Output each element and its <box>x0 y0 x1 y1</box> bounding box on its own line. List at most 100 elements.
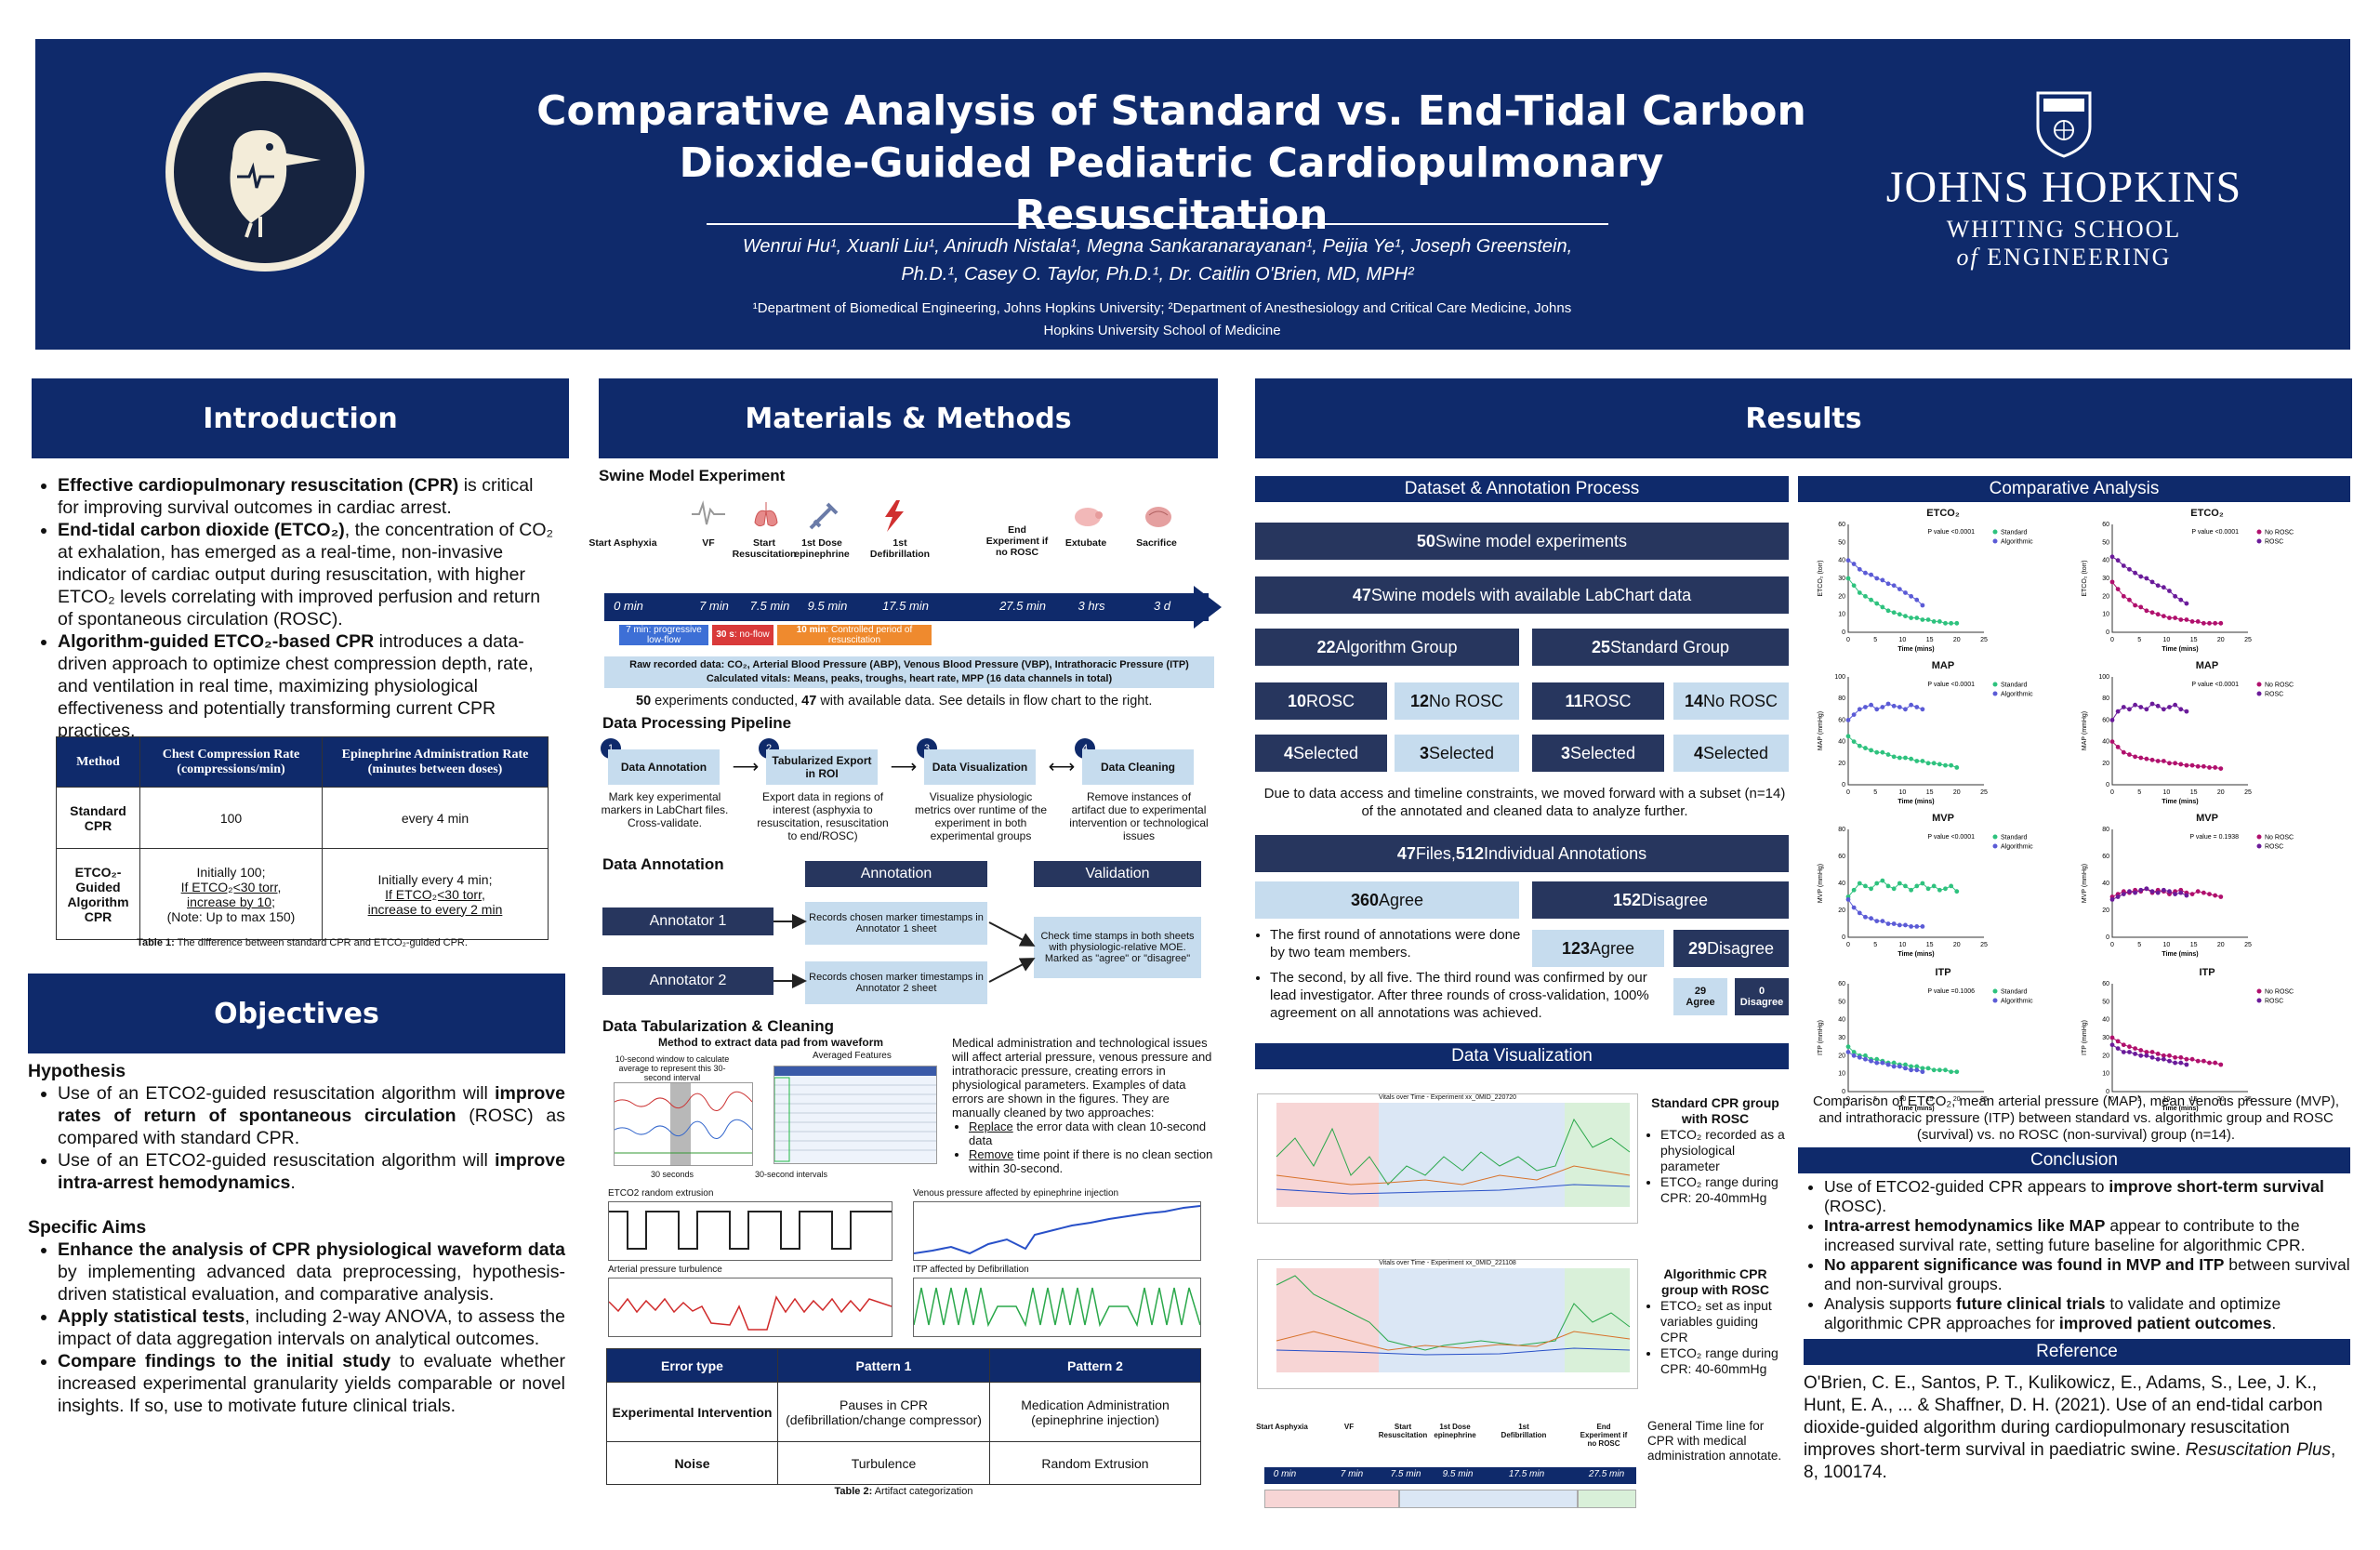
flow-rosc-box: 11 ROSC <box>1532 682 1664 720</box>
data-point <box>1914 705 1920 709</box>
data-point <box>2218 894 2224 899</box>
raw-data-box: Raw recorded data: CO₂, Arterial Blood P… <box>604 656 1214 688</box>
y-axis-label: ETCO₂ (torr) <box>1818 560 1824 596</box>
agree-123: 123 Agree <box>1532 930 1664 967</box>
y-tick-label: 30 <box>2102 576 2109 582</box>
data-point <box>1891 610 1897 616</box>
series-line <box>1847 560 1924 606</box>
data-point <box>1885 752 1891 757</box>
mini-timeline-time: 0 min <box>1273 1469 1297 1479</box>
wave2-graphic <box>913 1205 1201 1255</box>
data-point <box>2144 707 2149 712</box>
data-point <box>1874 601 1880 606</box>
data-point <box>2115 558 2121 563</box>
chart-title: MAP <box>2195 660 2219 671</box>
list-item: Analysis supports future clinical trials… <box>1824 1294 2350 1333</box>
list-item: Effective cardiopulmonary resuscitation … <box>58 474 554 519</box>
data-point <box>2138 1053 2144 1058</box>
list-item: ETCO₂ set as input variables guiding CPR <box>1660 1298 1785 1345</box>
annotator1: Annotator 1 <box>602 907 774 935</box>
y-tick-label: 60 <box>1838 717 1845 723</box>
legend-label: Algorithmic <box>2001 692 2033 698</box>
y-tick-label: 40 <box>2102 558 2109 564</box>
mini-timeline-time: 7 min <box>1340 1469 1364 1479</box>
annotation-arrows <box>774 914 1036 988</box>
legend-label: No ROSC <box>2265 835 2294 841</box>
data-point <box>1903 1062 1908 1067</box>
wave4-graphic <box>913 1287 1201 1328</box>
timeline-arrow <box>604 593 1209 621</box>
brain-icon <box>1145 507 1171 527</box>
data-point <box>1885 883 1891 889</box>
table1-caption: Table 1: The difference between standard… <box>137 937 468 948</box>
y-tick-label: 60 <box>2102 854 2109 860</box>
data-point <box>2167 1053 2172 1058</box>
data-point <box>2155 1052 2161 1056</box>
y-tick-label: 20 <box>1838 1053 1845 1059</box>
data-point <box>1851 887 1857 893</box>
list-item: The second, by all five. The third round… <box>1270 969 1670 1022</box>
data-point <box>2173 702 2178 708</box>
data-point <box>1903 755 1908 761</box>
data-point <box>1897 705 1902 709</box>
timeline-note: General Time line for CPR with medical a… <box>1647 1419 1782 1463</box>
y-tick-label: 0 <box>1842 629 1845 636</box>
list-item: Compare findings to the initial study to… <box>58 1350 565 1417</box>
data-point <box>1909 593 1914 599</box>
data-point <box>1880 604 1885 610</box>
annotation-col: Annotation <box>805 861 987 887</box>
data-point <box>2149 610 2155 616</box>
mini-timeline: Start Asphyxia VF Start Resuscitation 1st D… <box>1256 1419 1636 1521</box>
chart-axis <box>2111 829 2248 938</box>
comparison-chart: MAP 0 5 10 15 20 25 0 20 40 60 80 100 MAP (mmHg) Time … <box>2075 660 2339 809</box>
data-point <box>2201 890 2206 895</box>
y-tick-label: 50 <box>1838 539 1845 546</box>
comparison-chart: ETCO₂ 0 5 10 15 20 25 0 10 20 30 40 50 60 ETCO₂ (torr)… <box>2075 508 2339 656</box>
legend-label: No ROSC <box>2265 682 2294 689</box>
data-point <box>1885 608 1891 614</box>
x-tick-label: 10 <box>2163 1096 2171 1103</box>
flow-47: 47 Swine models with available LabChart … <box>1255 576 1789 614</box>
timeline-event: Extubate <box>1064 537 1107 549</box>
data-point <box>1903 1066 1908 1071</box>
data-point <box>1937 762 1942 767</box>
data-point <box>2115 894 2121 899</box>
data-point <box>1920 759 1925 763</box>
x-axis-label: Time (mins) <box>1897 951 1934 958</box>
data-point <box>1903 590 1908 595</box>
data-point <box>1874 707 1880 712</box>
chart-plot: 0 5 10 15 20 25 0 10 20 30 40 50 60 ITP (mmHg) Time (m… <box>2082 981 2294 1112</box>
data-point <box>1897 612 1902 617</box>
title-divider <box>707 223 1608 225</box>
jhu-logo: JOHNS HOPKINS WHITING SCHOOL of ENGINEER… <box>1878 89 2250 272</box>
annotator2: Annotator 2 <box>602 967 774 995</box>
data-point <box>1909 887 1914 893</box>
y-tick-label: 80 <box>2102 827 2109 833</box>
chart-axis <box>2111 677 2248 786</box>
agree-29: 29 Agree <box>1673 978 1727 1015</box>
ecg-icon <box>692 500 725 525</box>
list-item: Remove time point if there is no clean s… <box>969 1147 1218 1175</box>
data-point <box>2218 1062 2224 1067</box>
x-tick-label: 25 <box>2244 942 2252 948</box>
chart-axis <box>1847 677 1984 786</box>
data-point <box>2178 597 2184 603</box>
legend-marker <box>2256 682 2262 687</box>
reference-heading: Reference <box>1804 1339 2350 1365</box>
data-point <box>2167 1058 2172 1064</box>
data-point <box>1925 617 1931 622</box>
x-tick-label: 25 <box>2244 637 2252 643</box>
comparative-heading: Comparative Analysis <box>1798 476 2350 502</box>
y-tick-label: 100 <box>1834 674 1845 681</box>
y-tick-label: 40 <box>2102 1017 2109 1024</box>
data-point <box>1914 759 1920 763</box>
y-tick-label: 0 <box>1842 934 1845 941</box>
authors: Wenrui Hu¹, Xuanli Liu¹, Anirudh Nistala… <box>742 236 1573 285</box>
tab-subtitle: Method to extract data pad from waveform <box>658 1036 884 1049</box>
subset-note: Due to data access and timeline constrai… <box>1263 786 1786 819</box>
data-point <box>2184 893 2189 898</box>
wave4-label: ITP affected by Defibrillation <box>913 1265 1029 1275</box>
data-point <box>1891 754 1897 760</box>
data-point <box>2213 765 2218 770</box>
data-point <box>2149 889 2155 894</box>
